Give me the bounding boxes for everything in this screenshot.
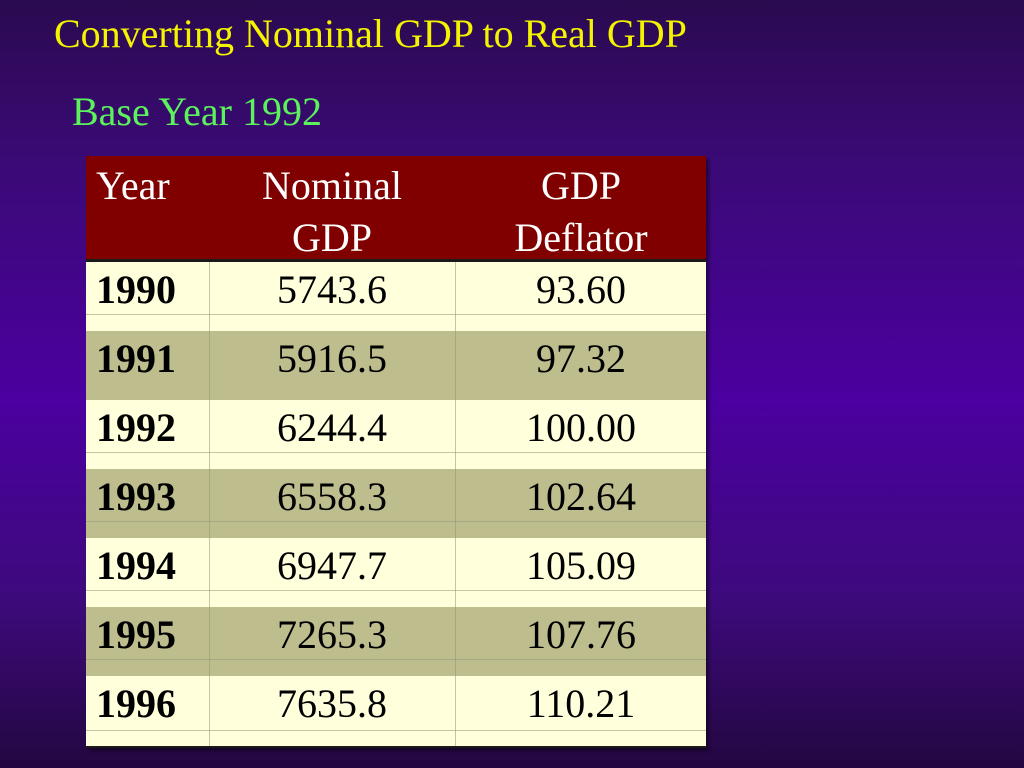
nominal-gdp-cell: 5916.5	[277, 336, 387, 381]
gdp-deflator-cell: 110.21	[526, 681, 636, 726]
header-gdp-deflator-line1: GDP	[540, 163, 622, 208]
table-row: 1991 5916.5 97.32	[86, 331, 706, 400]
column-divider	[455, 262, 456, 748]
year-cell: 1991	[96, 336, 176, 381]
year-cell: 1993	[96, 474, 176, 519]
gdp-deflator-cell: 107.76	[526, 612, 636, 657]
table-row: 1993 6558.3 102.64	[86, 469, 706, 538]
gdp-deflator-cell: 97.32	[536, 336, 626, 381]
year-cell: 1996	[96, 681, 176, 726]
table-row: 1990 5743.6 93.60	[86, 262, 706, 331]
header-year: Year	[96, 160, 208, 212]
row-divider	[86, 730, 706, 731]
base-year-subtitle: Base Year 1992	[72, 89, 322, 134]
year-cell: 1995	[96, 612, 176, 657]
row-divider	[86, 314, 706, 315]
table-row: 1992 6244.4 100.00	[86, 400, 706, 469]
nominal-gdp-cell: 6558.3	[277, 474, 387, 519]
nominal-gdp-cell: 6947.7	[277, 543, 387, 588]
year-cell: 1990	[96, 267, 176, 312]
row-divider	[86, 659, 706, 660]
row-divider	[86, 590, 706, 591]
nominal-gdp-cell: 5743.6	[277, 267, 387, 312]
gdp-deflator-cell: 102.64	[526, 474, 636, 519]
table-row: 1994 6947.7 105.09	[86, 538, 706, 607]
header-gdp-deflator-line2: Deflator	[514, 215, 648, 260]
gdp-deflator-cell: 100.00	[526, 405, 636, 450]
header-nominal-gdp: Nominal GDP	[210, 160, 454, 264]
nominal-gdp-cell: 7265.3	[277, 612, 387, 657]
nominal-gdp-cell: 6244.4	[277, 405, 387, 450]
gdp-deflator-cell: 105.09	[526, 543, 636, 588]
row-divider	[86, 452, 706, 453]
header-year-label: Year	[96, 163, 170, 208]
slide-title: Converting Nominal GDP to Real GDP	[54, 11, 687, 56]
row-divider	[86, 521, 706, 522]
year-cell: 1992	[96, 405, 176, 450]
table-row: 1996 7635.8 110.21	[86, 676, 706, 748]
header-gdp-deflator: GDP Deflator	[456, 160, 706, 264]
table-bottom-border	[86, 746, 706, 748]
column-divider	[209, 262, 210, 748]
year-cell: 1994	[96, 543, 176, 588]
nominal-gdp-cell: 7635.8	[277, 681, 387, 726]
header-nominal-gdp-line1: Nominal	[262, 163, 402, 208]
table-header-row: Year Nominal GDP GDP Deflator	[86, 156, 706, 262]
header-nominal-gdp-line2: GDP	[291, 215, 373, 260]
gdp-deflator-cell: 93.60	[536, 267, 626, 312]
table-row: 1995 7265.3 107.76	[86, 607, 706, 676]
gdp-table: Year Nominal GDP GDP Deflator 1990 5743.…	[86, 156, 706, 748]
